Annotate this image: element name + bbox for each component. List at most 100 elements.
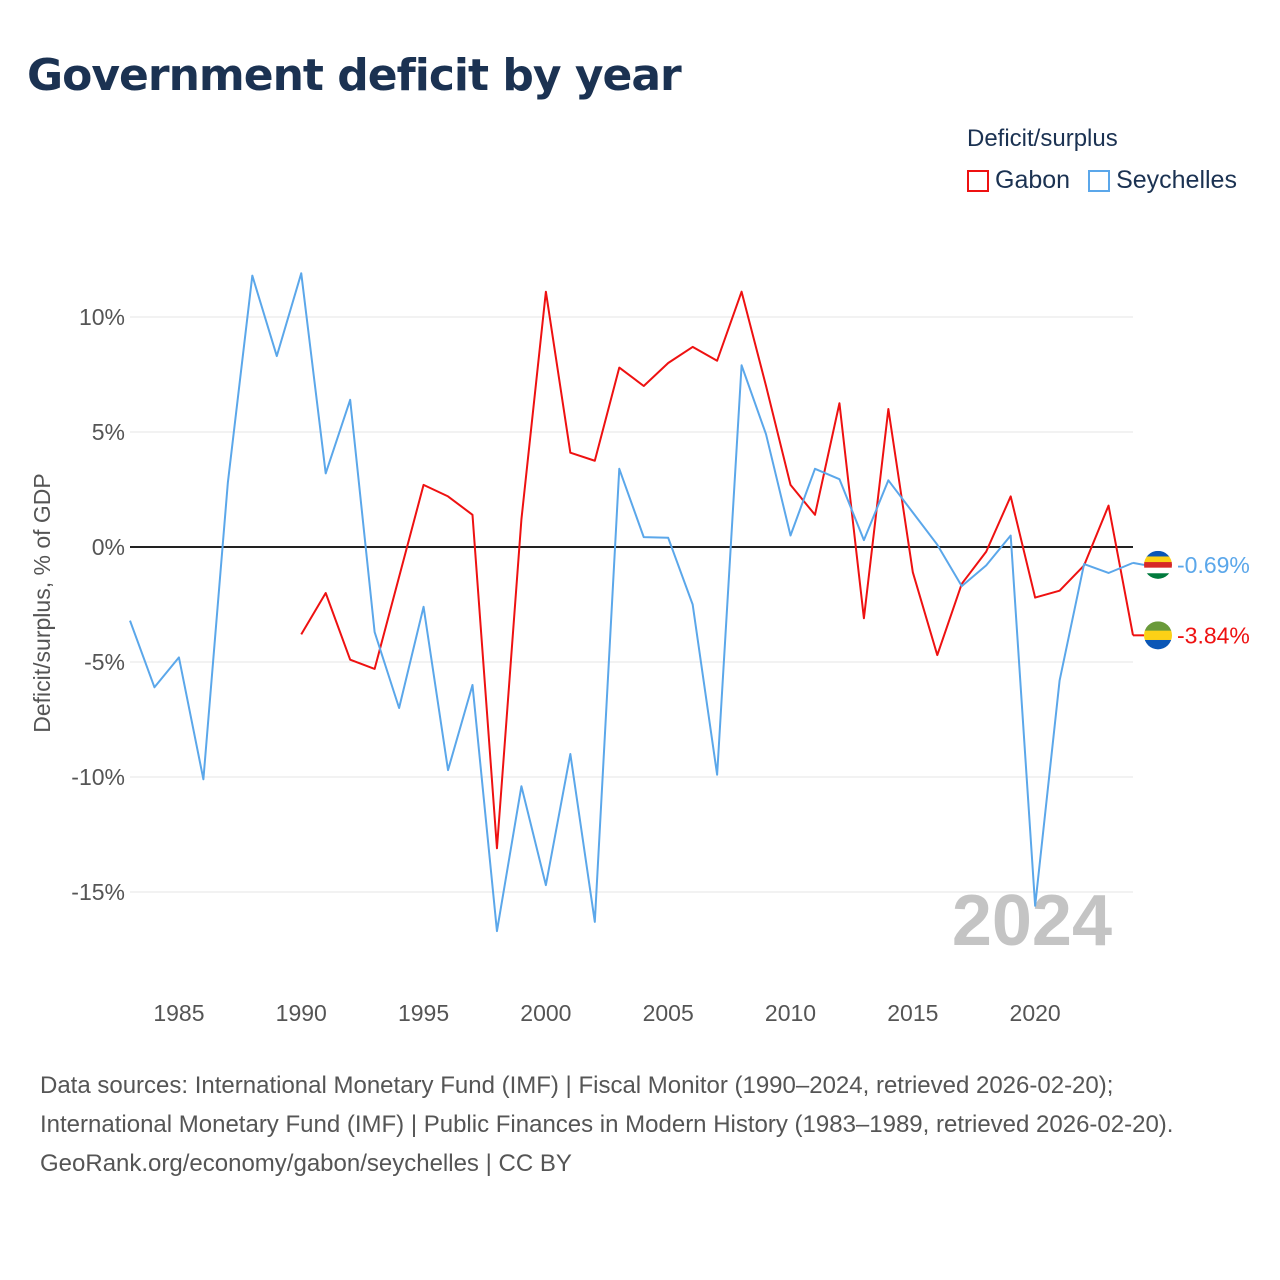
data-point [225,480,230,485]
data-point [861,538,866,543]
data-point [715,358,720,363]
legend: Gabon Seychelles [967,166,1237,195]
data-point [910,510,915,515]
data-point [128,618,133,623]
data-point [739,363,744,368]
legend-swatch [1088,169,1111,192]
data-point [812,512,817,517]
data-point [666,361,671,366]
data-point [543,289,548,294]
data-point [446,768,451,773]
x-tick-label: 2005 [643,1000,694,1026]
year-watermark: 2024 [952,881,1112,961]
data-point [886,478,891,483]
data-point [617,466,622,471]
y-tick-label: -5% [84,649,125,675]
data-point [299,271,304,276]
data-point [274,354,279,359]
data-point [984,563,989,568]
series-line-gabon [300,290,1134,850]
series-line-seychelles [129,272,1134,933]
data-point [568,752,573,757]
data-point [568,450,573,455]
data-point [323,471,328,476]
y-axis-label: Deficit/surplus, % of GDP [29,473,55,732]
legend-label: Seychelles [1116,166,1237,194]
data-point [421,482,426,487]
data-point [299,632,304,637]
data-point [397,706,402,711]
x-tick-label: 2010 [765,1000,816,1026]
data-point [543,883,548,888]
credit-link[interactable]: GeoRank.org/economy/gabon/seychelles | C… [40,1150,572,1177]
x-tick-label: 1985 [153,1000,204,1026]
data-point [935,542,940,547]
end-connector [1132,561,1145,566]
line-chart: 2024 Deficit/surplus, % of GDP 10% 5% 0% -5… [29,271,1250,1026]
data-point [1106,570,1111,575]
data-point [494,929,499,934]
data-point [250,273,255,278]
data-point [348,657,353,662]
data-point [861,616,866,621]
data-point [1008,494,1013,499]
gabon-flag-icon [1144,621,1172,650]
data-point [935,653,940,658]
data-point [788,482,793,487]
data-point [446,494,451,499]
data-point [837,401,842,406]
y-tick-label: -10% [71,764,125,790]
legend-label: Gabon [995,166,1071,194]
data-point [323,591,328,596]
data-point [617,365,622,370]
data-point [348,397,353,402]
page-title: Government deficit by year [27,50,682,101]
y-tick-label: -15% [71,879,125,905]
data-point [519,784,524,789]
data-point [812,466,817,471]
data-point [910,570,915,575]
legend-title: Deficit/surplus [967,125,1118,152]
seychelles-flag-icon [1144,550,1172,579]
data-point [666,535,671,540]
x-tick-label: 1990 [276,1000,327,1026]
legend-swatch [967,169,989,192]
data-point [764,432,769,437]
data-point [201,777,206,782]
data-point [715,772,720,777]
x-tick-label: 2000 [520,1000,571,1026]
data-point [494,846,499,851]
legend-item-gabon[interactable]: Gabon [967,166,1070,195]
data-point [397,574,402,579]
footer: Data sources: International Monetary Fun… [40,1066,1240,1183]
end-value-label: -0.69% [1177,552,1250,578]
data-point [372,666,377,671]
data-point [959,584,964,589]
y-tick-label: 5% [92,419,125,445]
data-point [690,344,695,349]
data-point [421,604,426,609]
x-tick-label: 2015 [887,1000,938,1026]
data-point [1057,588,1062,593]
data-sources: Data sources: International Monetary Fun… [40,1072,1174,1138]
data-point [519,517,524,522]
data-point [1082,562,1087,567]
end-value-label: -3.84% [1177,622,1250,648]
y-tick-label: 0% [92,534,125,560]
data-point [764,384,769,389]
data-point [470,512,475,517]
legend-item-seychelles[interactable]: Seychelles [1088,166,1237,195]
data-point [1033,903,1038,908]
data-point [1008,533,1013,538]
data-point [641,535,646,540]
data-point [788,533,793,538]
data-point [1057,678,1062,683]
x-tick-label: 2020 [1010,1000,1061,1026]
data-point [592,919,597,924]
data-point [837,477,842,482]
y-tick-label: 10% [79,304,125,330]
data-point [690,602,695,607]
data-point [739,289,744,294]
data-point [1033,595,1038,600]
